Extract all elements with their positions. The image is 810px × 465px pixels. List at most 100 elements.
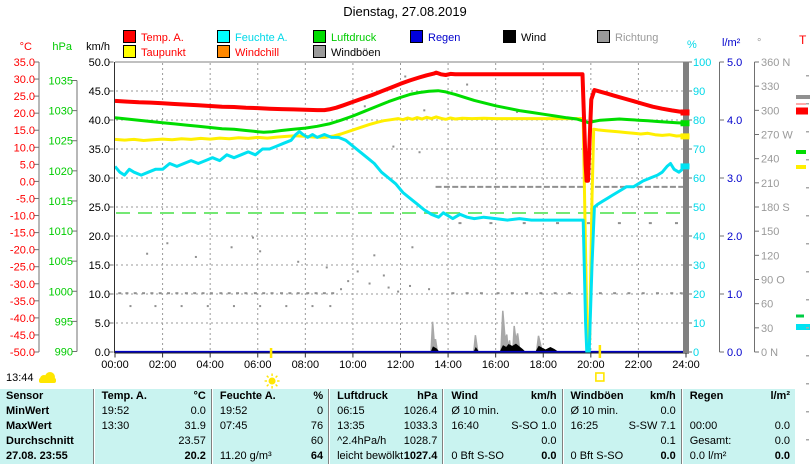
table-cell: Feuchte A.%: [210, 389, 328, 404]
luftdruck-color-swatch-icon: [313, 30, 326, 43]
legend-item-wind[interactable]: Wind: [503, 30, 546, 44]
rain-tick-label: 0.0: [727, 347, 742, 359]
temp-axis-unit: °C: [20, 41, 32, 53]
time-tick-label: 22:00: [625, 359, 653, 371]
table-row-minwert: MinWert 19:52 0.0 19:52 0 06:15 1026.4 Ø 10 min…: [0, 404, 795, 419]
pressure-tick-label: 995: [55, 316, 73, 328]
temp-tick-label: -20.0: [10, 245, 35, 257]
time-tick-label: 20:00: [577, 359, 605, 371]
table-cell: 0.1: [561, 434, 681, 449]
direction-tick-label: 210: [761, 178, 779, 190]
legend-item-taupunkt[interactable]: Taupunkt: [123, 45, 186, 59]
direction-tick-label: 240: [761, 154, 779, 166]
temp-tick-label: -45.0: [10, 330, 35, 342]
table-row-27-08-23-55: 27.08. 23:55 20.2 11.20 g/m³ 64 leicht bewöl…: [0, 449, 795, 464]
rain-tick-label: 3.0: [727, 173, 742, 185]
feuchte-color-swatch-icon: [217, 30, 230, 43]
table-cell: 00:00 0.0: [680, 419, 795, 434]
temp-tick-label: 0.0: [20, 176, 35, 188]
windspeed-tick-label: 0.0: [95, 347, 110, 359]
legend-item-temp[interactable]: Temp. A.: [123, 30, 184, 44]
cell-time: ^2.4hPa/h: [337, 435, 387, 447]
legend-item-windchill[interactable]: Windchill: [217, 45, 280, 59]
cell-value: 0.0: [541, 450, 557, 462]
direction-tick-label: 300: [761, 105, 779, 117]
direction-tick-label: 90 O: [761, 275, 785, 287]
humidity-tick-label: 30: [693, 260, 705, 272]
cell-value: 31.9: [184, 420, 206, 432]
legend-item-regen[interactable]: Regen: [410, 30, 460, 44]
cell-time: 11.20 g/m³: [219, 450, 272, 462]
humidity-tick-label: 70: [693, 144, 705, 156]
table-cell: Gesamt: 0.0: [680, 434, 795, 449]
cell-time: 07:45: [219, 420, 248, 432]
table-cell: Luftdruck hPa: [328, 389, 442, 404]
pressure-axis-unit: hPa: [52, 41, 72, 53]
legend-item-luftdruck[interactable]: Luftdruck: [313, 30, 377, 44]
cell-value: km/h: [650, 390, 676, 402]
cell-value: 76: [310, 420, 324, 432]
rain-tick-label: 1.0: [727, 289, 742, 301]
table-cell: ^2.4hPa/h 1028.7: [328, 434, 442, 449]
temp-tick-label: 20.0: [14, 108, 35, 120]
cell-value: S-SW 7.1: [628, 420, 676, 432]
legend-label: Windböen: [331, 47, 381, 59]
legend-label: Luftdruck: [331, 32, 377, 44]
chart-legend: Temp. A. Feuchte A. Luftdruck Regen Wind Rich…: [0, 0, 810, 60]
time-tick-label: 24:00: [672, 359, 700, 371]
legend-item-richtung[interactable]: Richtung: [597, 30, 658, 44]
cell-time: 0 Bft S-SO: [570, 450, 624, 462]
time-tick-label: 06:00: [244, 359, 272, 371]
time-tick-label: 18:00: [529, 359, 557, 371]
temp-tick-label: -50.0: [10, 347, 35, 359]
temp-tick-label: -35.0: [10, 296, 35, 308]
humidity-tick-label: 50: [693, 202, 705, 214]
edge-marker-temp: [680, 133, 690, 140]
cell-value: 23.57: [178, 435, 206, 447]
tendency-column: [796, 75, 810, 441]
legend-label: Windchill: [235, 47, 280, 59]
table-cell: 0 Bft S-SO 0.0: [561, 449, 681, 464]
table-cell: [680, 404, 795, 419]
row-label: MaxWert: [6, 420, 52, 432]
temp-tick-label: 10.0: [14, 142, 35, 154]
row-label: Durchschnitt: [6, 435, 74, 447]
table-cell: Regen l/m²: [680, 389, 795, 404]
table-cell: 0.0: [442, 434, 561, 449]
cell-value: S-SO 1.0: [511, 420, 557, 432]
row-label: MinWert: [6, 405, 50, 417]
regen-color-swatch-icon: [410, 30, 423, 43]
temp-tick-label: -40.0: [10, 313, 35, 325]
cell-value: 0.0: [774, 435, 790, 447]
humidity-axis-unit: %: [687, 39, 697, 51]
table-cell: Ø 10 min. 0.0: [561, 404, 681, 419]
direction-tick-label: 180 S: [761, 202, 790, 214]
cell-value: °C: [193, 390, 206, 402]
table-cell: 13:35 1033.3: [328, 419, 442, 434]
table-cell: 16:25 S-SW 7.1: [561, 419, 681, 434]
cell-value: 0.1: [660, 435, 676, 447]
table-row-maxwert: MaxWert 13:30 31.9 07:45 76 13:35 1033.3 16:40 S…: [0, 419, 795, 434]
direction-tick-label: 360 N: [761, 57, 790, 69]
cell-value: 1027.4: [403, 450, 438, 462]
legend-item-windboeen[interactable]: Windböen: [313, 45, 381, 59]
time-tick-label: 16:00: [482, 359, 510, 371]
legend-item-feuchte[interactable]: Feuchte A.: [217, 30, 288, 44]
cell-time: 0 Bft S-SO: [451, 450, 504, 462]
windboeen-color-swatch-icon: [313, 45, 326, 58]
temp-tick-label: 30.0: [14, 74, 35, 86]
cell-value: 20.2: [184, 450, 206, 462]
tendency-column-label: T: [799, 33, 807, 47]
row-label: 27.08. 23:55: [6, 450, 68, 462]
sensor-table: Sensor Temp. A. °C Feuchte A.% Luftdruck hPa W…: [0, 389, 795, 464]
windspeed-tick-label: 35.0: [89, 144, 110, 156]
table-cell: 11.20 g/m³ 64: [210, 449, 328, 464]
windspeed-axis-unit: km/h: [86, 41, 110, 53]
temp-tick-label: 35.0: [14, 57, 35, 69]
richtung-color-swatch-icon: [597, 30, 610, 43]
table-cell: 0 Bft S-SO 0.0: [442, 449, 561, 464]
table-cell: Ø 10 min. 0.0: [442, 404, 561, 419]
temp-tick-label: 5.0: [20, 159, 35, 171]
cell-value: 60: [310, 435, 324, 447]
